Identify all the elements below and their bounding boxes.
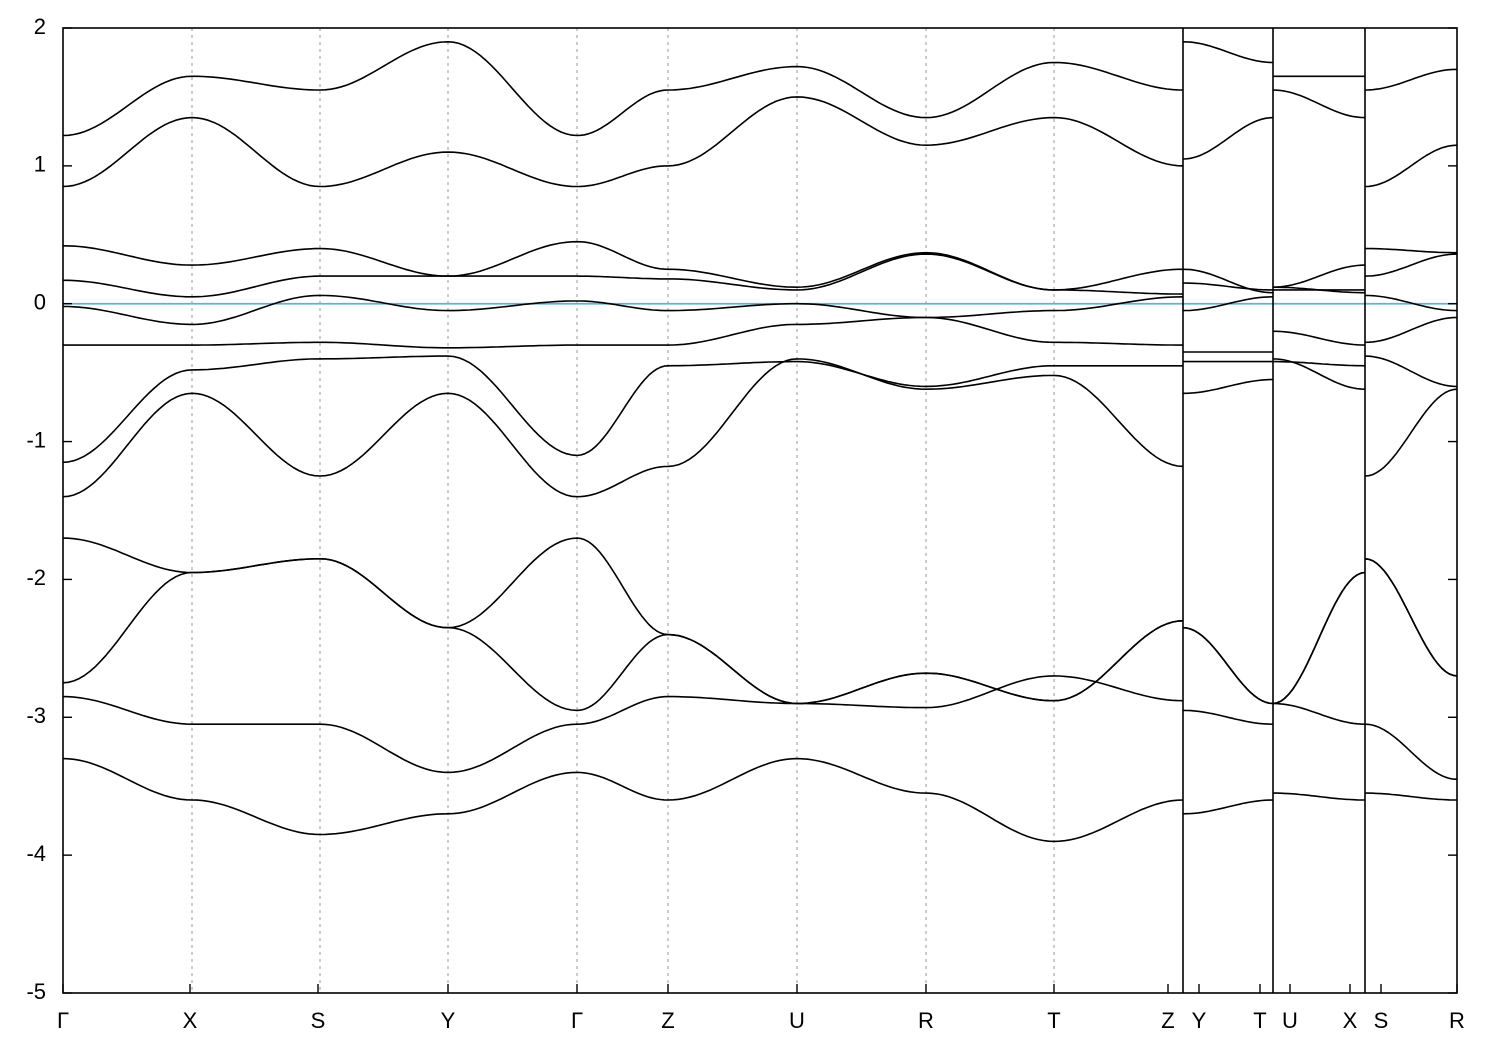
xtick-label: U xyxy=(789,1008,805,1033)
band-line xyxy=(62,355,1458,464)
y-axis: 2 1 0 -1 -2 -3 -4 -5 xyxy=(26,14,1457,1004)
band-line xyxy=(63,316,1458,353)
band-line xyxy=(63,286,1458,326)
xtick-label: U xyxy=(1282,1008,1298,1033)
plot-frame xyxy=(62,27,1458,994)
band-line xyxy=(62,537,1458,705)
path-breaks xyxy=(1182,28,1366,993)
xtick-label: Z xyxy=(661,1008,674,1033)
xtick-label: Γ xyxy=(57,1008,69,1033)
xtick-label: Z xyxy=(1161,1008,1174,1033)
ytick-label: 1 xyxy=(34,152,46,177)
xtick-label: Y xyxy=(1192,1008,1207,1033)
xtick-label: S xyxy=(1374,1008,1389,1033)
xtick-label: X xyxy=(1343,1008,1358,1033)
ytick-label: -4 xyxy=(26,841,46,866)
xtick-label: R xyxy=(1449,1008,1465,1033)
ytick-label: 2 xyxy=(34,14,46,39)
ytick-label: -1 xyxy=(26,427,46,452)
xtick-label: T xyxy=(1047,1008,1060,1033)
band-line xyxy=(62,675,1458,781)
ytick-label: -3 xyxy=(26,703,46,728)
band-line xyxy=(62,358,1458,498)
xtick-label: T xyxy=(1253,1008,1266,1033)
ytick-label: -2 xyxy=(26,565,46,590)
band-line xyxy=(63,253,1458,298)
ytick-label: 0 xyxy=(34,290,46,315)
xtick-label: X xyxy=(183,1008,198,1033)
xtick-label: Γ xyxy=(571,1008,583,1033)
xtick-label: S xyxy=(311,1008,326,1033)
xtick-label: Y xyxy=(441,1008,456,1033)
xtick-label: R xyxy=(918,1008,934,1033)
ytick-label: -5 xyxy=(26,979,46,1004)
band-line xyxy=(62,757,1457,843)
band-line xyxy=(62,89,1458,188)
band-lines xyxy=(62,41,1458,843)
band-line xyxy=(62,240,1457,294)
band-line xyxy=(62,41,1457,137)
